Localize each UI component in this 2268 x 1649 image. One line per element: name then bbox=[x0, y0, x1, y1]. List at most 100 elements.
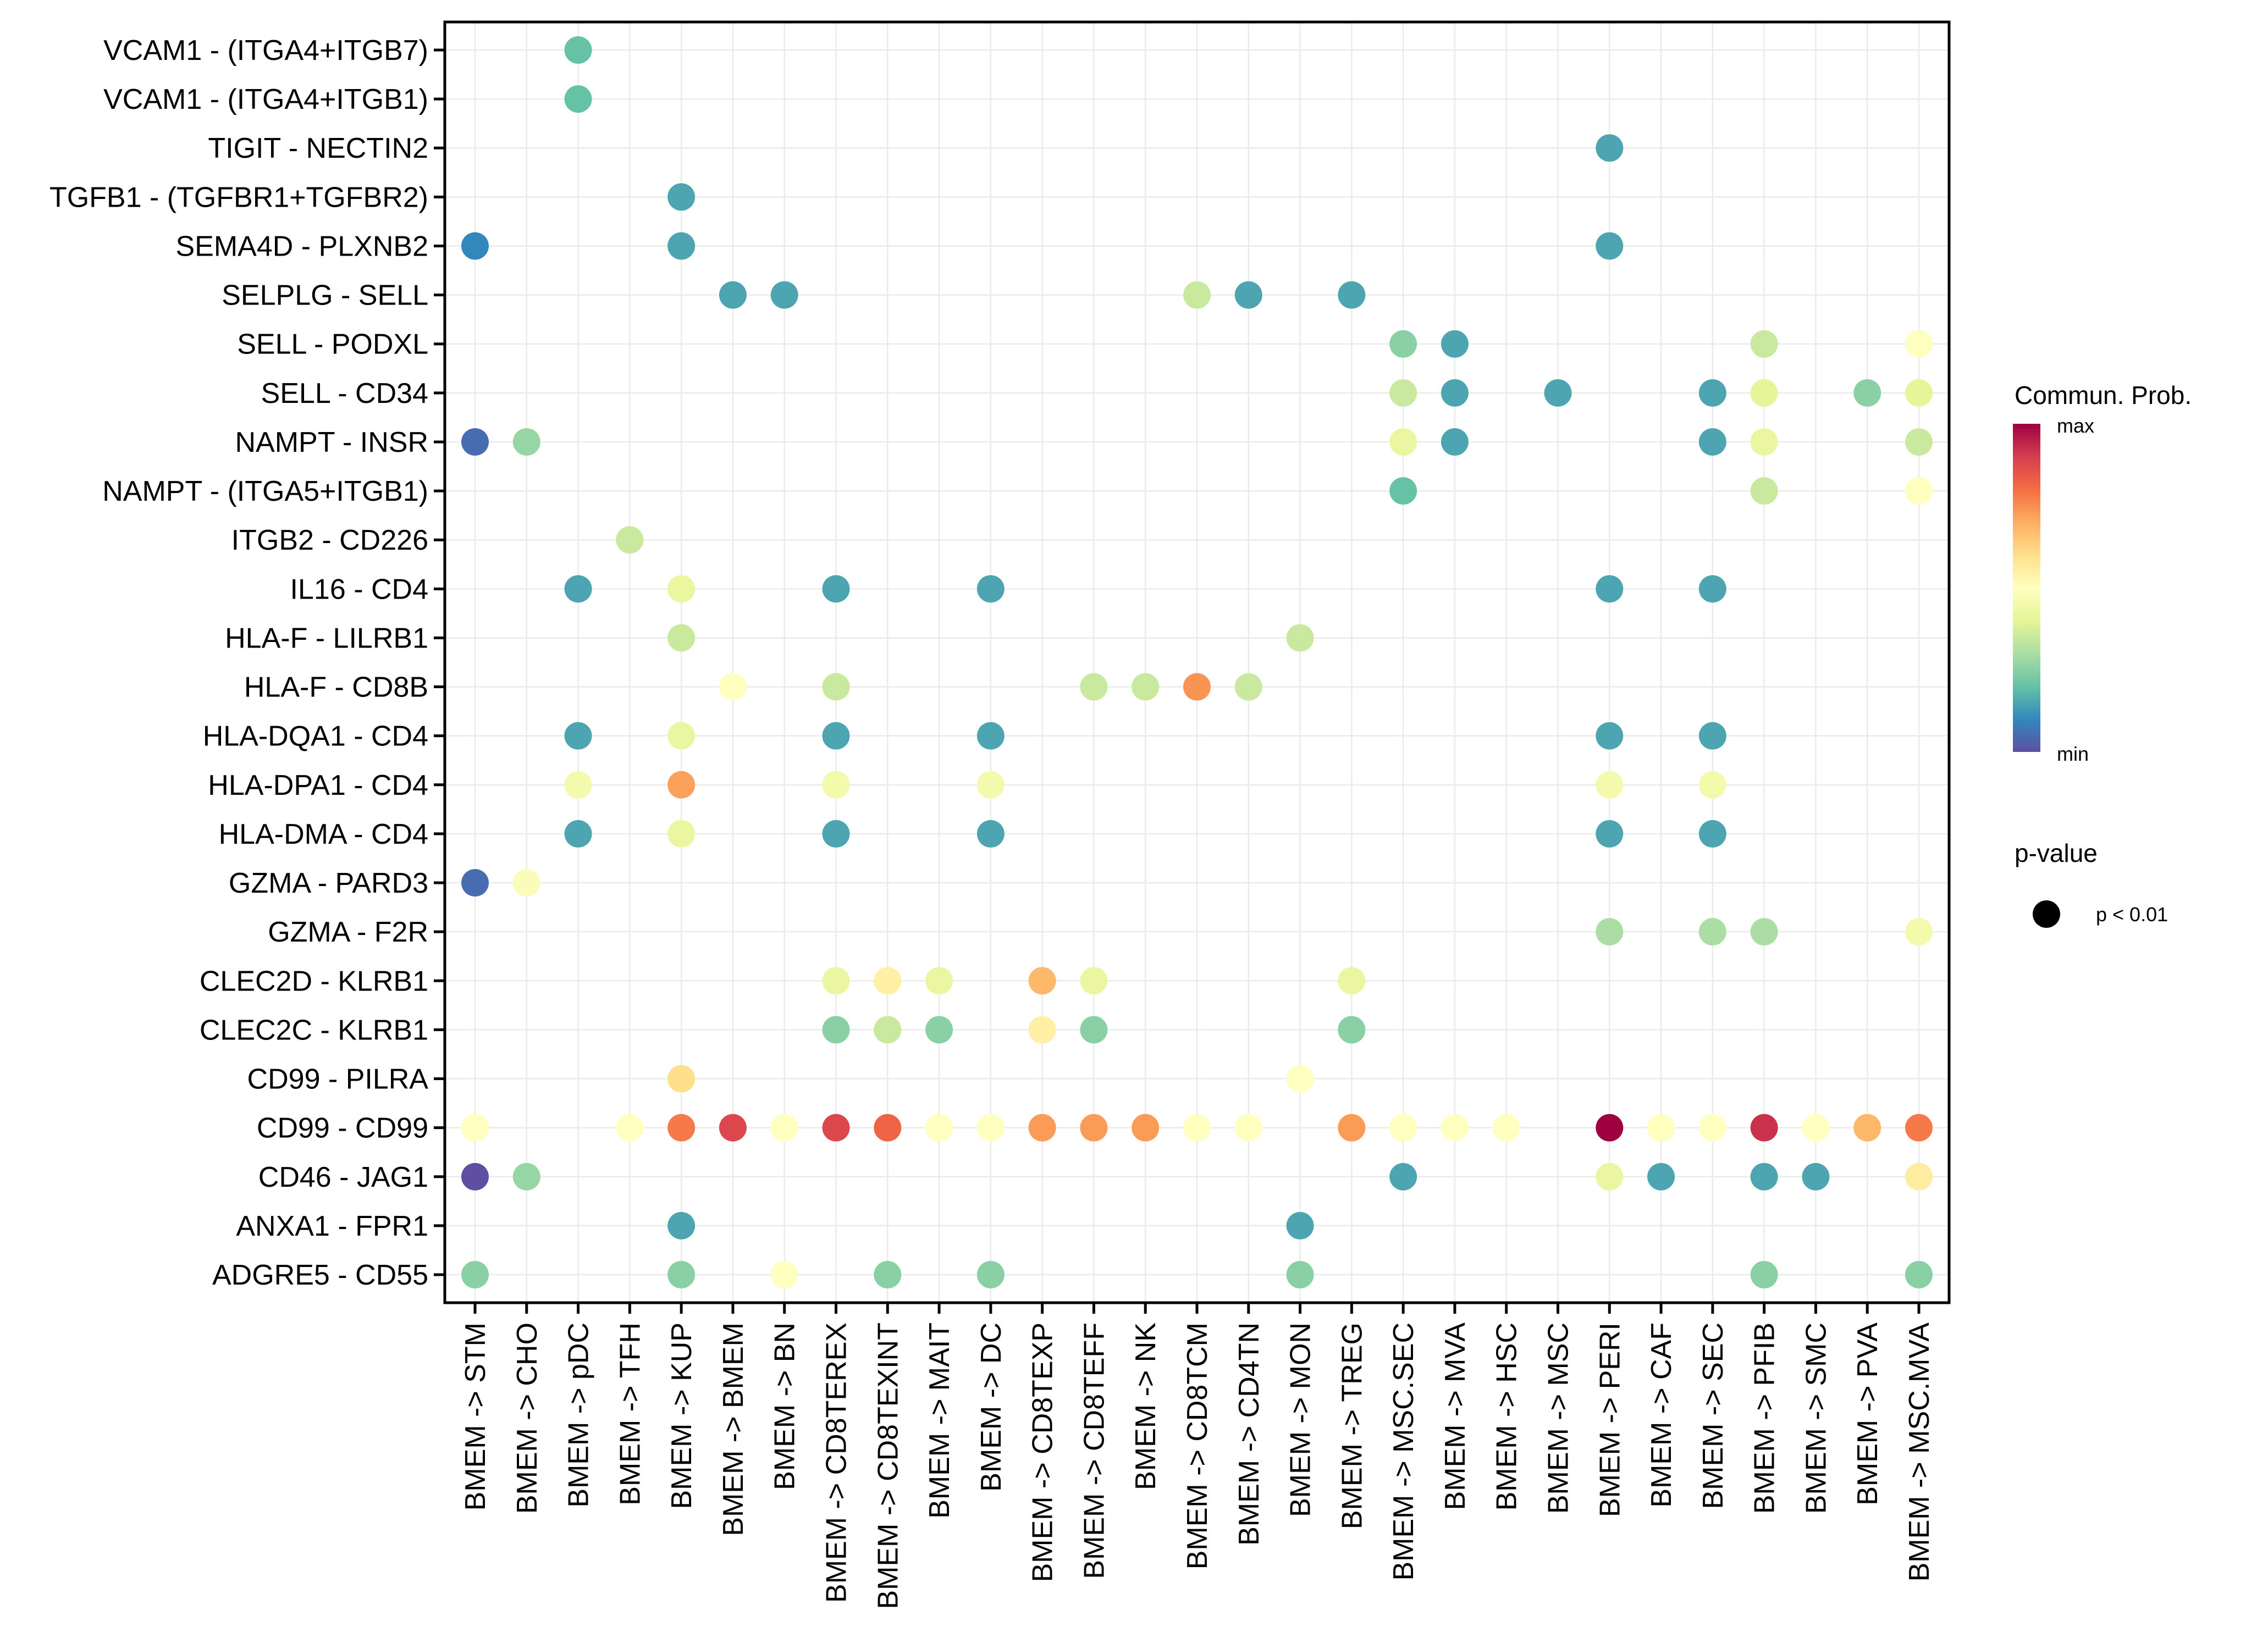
data-point bbox=[1028, 1016, 1056, 1044]
data-point bbox=[1596, 1114, 1624, 1142]
data-point bbox=[1183, 1114, 1211, 1142]
data-point bbox=[1596, 722, 1624, 750]
y-tick-label: CD99 - CD99 bbox=[257, 1113, 428, 1144]
data-point bbox=[1596, 820, 1624, 848]
data-point bbox=[1389, 1114, 1417, 1142]
x-tick-label: BMEM -> BN bbox=[769, 1322, 801, 1490]
data-point bbox=[1750, 1261, 1778, 1288]
legend-color-title: Commun. Prob. bbox=[2015, 381, 2192, 410]
data-point bbox=[719, 1114, 747, 1142]
data-point bbox=[1698, 820, 1726, 848]
data-point bbox=[1853, 1114, 1881, 1142]
y-tick-label: CD46 - JAG1 bbox=[258, 1161, 428, 1193]
data-point bbox=[1080, 967, 1108, 995]
data-point bbox=[1698, 918, 1726, 946]
data-point bbox=[1441, 1114, 1469, 1142]
data-point bbox=[667, 771, 696, 799]
data-point bbox=[1905, 330, 1933, 358]
data-point bbox=[1853, 379, 1881, 407]
data-point bbox=[1698, 1114, 1726, 1142]
data-point bbox=[1234, 281, 1262, 309]
data-point bbox=[1905, 1261, 1933, 1288]
x-tick-label: BMEM -> MSC.MVA bbox=[1903, 1322, 1935, 1582]
data-point bbox=[1698, 771, 1726, 799]
y-tick-label: GZMA - F2R bbox=[268, 916, 428, 948]
data-points bbox=[461, 36, 1933, 1288]
x-tick-label: BMEM -> STM bbox=[460, 1322, 492, 1510]
data-point bbox=[461, 232, 489, 260]
data-point bbox=[1802, 1114, 1830, 1142]
legend-max-label: max bbox=[2057, 414, 2094, 437]
data-point bbox=[976, 722, 1005, 750]
data-point bbox=[667, 820, 696, 848]
data-point bbox=[1080, 1016, 1108, 1044]
data-point bbox=[1389, 477, 1417, 505]
y-tick-label: SELPLG - SELL bbox=[222, 280, 428, 312]
legend-colorbar bbox=[2013, 424, 2040, 752]
x-tick-label: BMEM -> CD8TEFF bbox=[1078, 1322, 1110, 1579]
legend-size-title: p-value bbox=[2015, 839, 2098, 867]
data-point bbox=[1441, 330, 1469, 358]
data-point bbox=[1080, 673, 1108, 701]
data-point bbox=[564, 820, 592, 848]
data-point bbox=[1338, 1016, 1366, 1044]
data-point bbox=[976, 575, 1005, 603]
data-point bbox=[822, 722, 850, 750]
data-point bbox=[1338, 1114, 1366, 1142]
data-point bbox=[874, 967, 902, 995]
data-point bbox=[925, 967, 953, 995]
legend-min-label: min bbox=[2057, 743, 2089, 765]
data-point bbox=[461, 869, 489, 897]
x-tick-label: BMEM -> CHO bbox=[511, 1322, 543, 1514]
y-tick-label: CD99 - PILRA bbox=[247, 1064, 429, 1095]
data-point bbox=[822, 967, 850, 995]
data-point bbox=[564, 771, 592, 799]
data-point bbox=[770, 281, 798, 309]
data-point bbox=[770, 1261, 798, 1288]
x-tick-label: BMEM -> NK bbox=[1130, 1322, 1162, 1490]
data-point bbox=[1750, 477, 1778, 505]
data-point bbox=[1596, 232, 1624, 260]
x-tick-label: BMEM -> CD4TN bbox=[1233, 1322, 1265, 1546]
data-point bbox=[1492, 1114, 1520, 1142]
data-point bbox=[1750, 379, 1778, 407]
data-point bbox=[822, 673, 850, 701]
data-point bbox=[667, 624, 696, 652]
data-point bbox=[667, 575, 696, 603]
y-tick-label: HLA-DPA1 - CD4 bbox=[208, 770, 428, 801]
data-point bbox=[564, 36, 592, 64]
data-point bbox=[976, 820, 1005, 848]
data-point bbox=[512, 869, 540, 897]
data-point bbox=[1286, 624, 1314, 652]
data-point bbox=[1183, 281, 1211, 309]
y-tick-label: ANXA1 - FPR1 bbox=[236, 1210, 428, 1242]
data-point bbox=[1389, 379, 1417, 407]
y-tick-label: IL16 - CD4 bbox=[290, 573, 428, 605]
data-point bbox=[1338, 967, 1366, 995]
x-tick-label: BMEM -> CD8TEXINT bbox=[872, 1322, 904, 1609]
y-tick-label: TIGIT - NECTIN2 bbox=[208, 132, 428, 164]
y-tick-label: HLA-DMA - CD4 bbox=[219, 818, 428, 850]
data-point bbox=[719, 673, 747, 701]
data-point bbox=[616, 526, 644, 554]
data-point bbox=[925, 1114, 953, 1142]
data-point bbox=[667, 1211, 696, 1239]
x-tick-label: BMEM -> pDC bbox=[563, 1322, 595, 1508]
data-point bbox=[822, 1016, 850, 1044]
data-point bbox=[1441, 379, 1469, 407]
data-point bbox=[667, 1261, 696, 1288]
data-point bbox=[667, 232, 696, 260]
data-point bbox=[564, 575, 592, 603]
data-point bbox=[1698, 428, 1726, 456]
data-point bbox=[1905, 477, 1933, 505]
data-point bbox=[1750, 330, 1778, 358]
y-tick-label: ADGRE5 - CD55 bbox=[212, 1259, 428, 1291]
data-point bbox=[1544, 379, 1572, 407]
data-point bbox=[1389, 428, 1417, 456]
x-tick-label: BMEM -> PVA bbox=[1852, 1322, 1884, 1506]
data-point bbox=[564, 722, 592, 750]
x-tick-label: BMEM -> KUP bbox=[666, 1322, 698, 1509]
data-point bbox=[512, 428, 540, 456]
data-point bbox=[1132, 1114, 1160, 1142]
